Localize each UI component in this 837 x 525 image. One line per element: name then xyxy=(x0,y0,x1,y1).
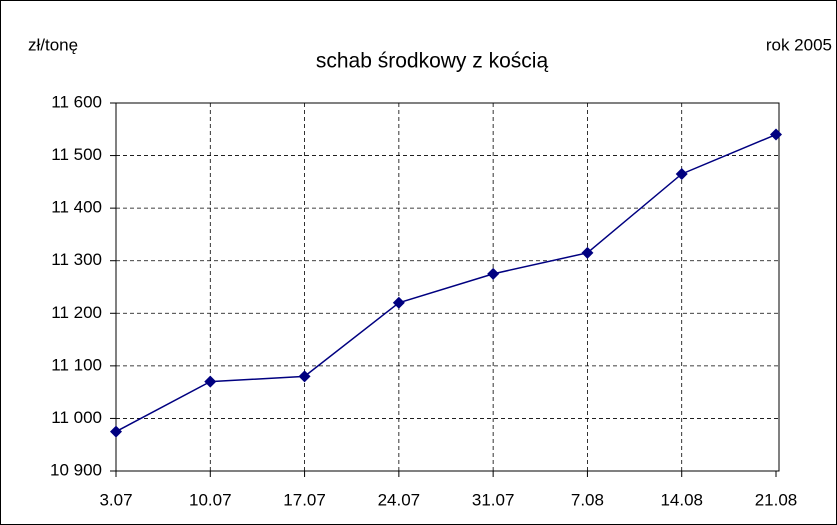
data-point xyxy=(581,246,594,259)
data-point xyxy=(392,296,405,309)
data-point xyxy=(110,425,122,438)
y-axis-label: zł/tonę xyxy=(28,35,78,54)
y-tick-label: 11 400 xyxy=(51,198,102,217)
data-point xyxy=(204,375,217,388)
y-tick-label: 11 200 xyxy=(51,303,102,322)
data-line xyxy=(115,133,777,433)
x-tick-label: 14.08 xyxy=(660,490,703,509)
annotation: rok 2005 xyxy=(766,35,832,54)
plot-area xyxy=(115,102,780,472)
x-tick-label: 17.07 xyxy=(283,490,326,509)
y-tick-label: 11 600 xyxy=(51,92,102,111)
data-point xyxy=(770,128,782,141)
chart-title: schab środkowy z kością xyxy=(316,50,549,73)
x-tick-label: 24.07 xyxy=(378,490,421,509)
y-tick-label: 11 000 xyxy=(51,408,102,427)
x-tick-label: 3.07 xyxy=(99,490,132,509)
x-tick-label: 21.08 xyxy=(755,490,798,509)
x-tick-label: 7.08 xyxy=(571,490,604,509)
y-tick-label: 10 900 xyxy=(50,460,102,479)
y-tick-label: 11 500 xyxy=(51,145,102,164)
x-tick-label: 31.07 xyxy=(472,490,515,509)
x-tick-label: 10.07 xyxy=(189,490,232,509)
data-point xyxy=(298,370,311,383)
y-tick-label: 11 100 xyxy=(51,355,102,374)
y-tick-label: 11 300 xyxy=(51,250,102,269)
data-point xyxy=(487,267,500,280)
data-point xyxy=(675,167,688,180)
